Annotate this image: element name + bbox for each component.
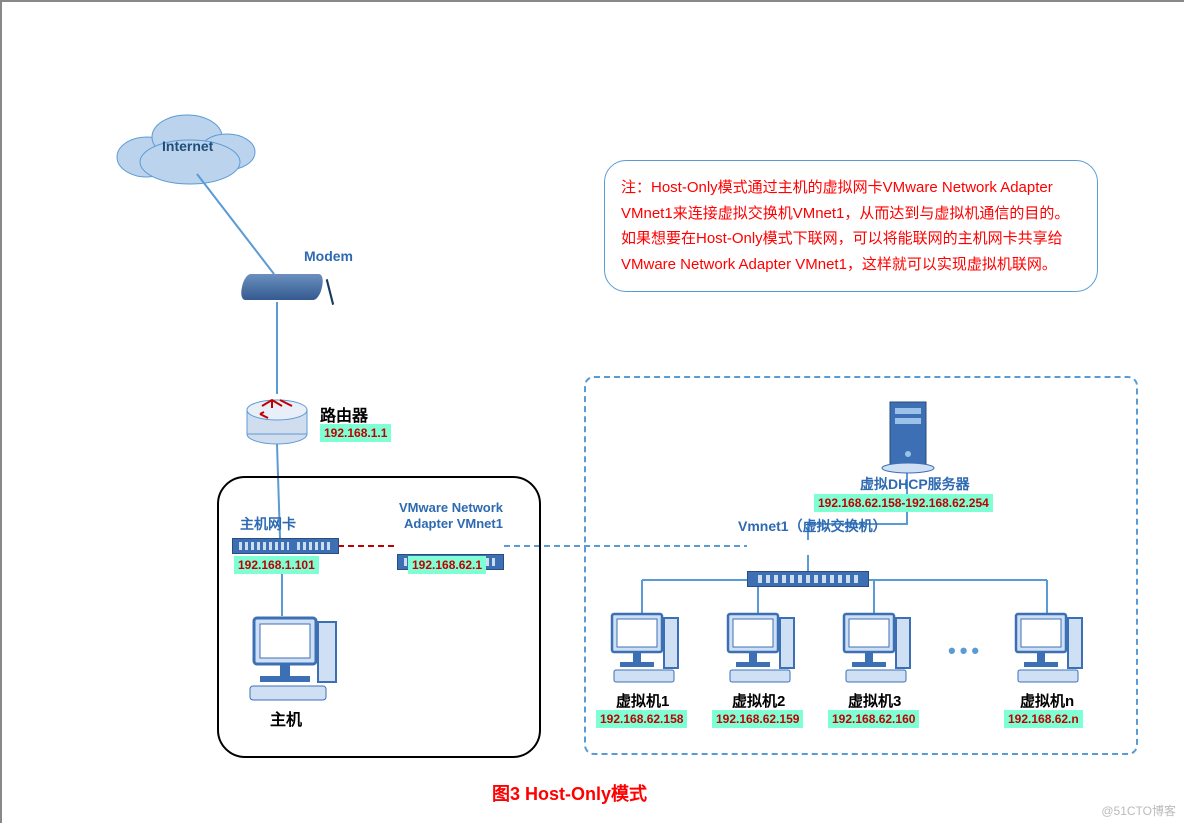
link-cloud-modem [197, 174, 274, 274]
internet-label: Internet [162, 138, 213, 154]
host-nic-label: 主机网卡 [240, 514, 296, 534]
vm1-label: 虚拟机1 [616, 690, 669, 711]
vswitch-icon [747, 571, 869, 587]
modem-icon [242, 274, 322, 300]
dhcp-label: 虚拟DHCP服务器 [860, 474, 970, 494]
router-icon [247, 400, 307, 444]
router-ip: 192.168.1.1 [320, 424, 391, 442]
vmnet-adapter-label1: VMware Network [399, 500, 503, 515]
vmnet-adapter-label2: Adapter VMnet1 [404, 516, 503, 531]
vm-ellipsis: ••• [948, 638, 983, 664]
host-pc-label: 主机 [270, 706, 302, 730]
vmn-label: 虚拟机n [1020, 690, 1074, 711]
diagram-canvas: Internet Modem 路由器 192.168.1.1 主机网卡 192.… [0, 0, 1184, 823]
modem-label: Modem [304, 248, 353, 264]
vm2-label: 虚拟机2 [732, 690, 785, 711]
vm2-ip: 192.168.62.159 [712, 710, 803, 728]
figure-caption: 图3 Host-Only模式 [492, 780, 647, 806]
note-box: 注：Host-Only模式通过主机的虚拟网卡VMware Network Ada… [604, 160, 1098, 292]
watermark: @51CTO博客 [1101, 802, 1176, 819]
vm3-label: 虚拟机3 [848, 690, 901, 711]
dhcp-ip: 192.168.62.158-192.168.62.254 [814, 494, 993, 512]
vm3-ip: 192.168.62.160 [828, 710, 919, 728]
host-nic-icon [232, 538, 339, 554]
vm1-ip: 192.168.62.158 [596, 710, 687, 728]
vmn-ip: 192.168.62.n [1004, 710, 1083, 728]
vswitch-label: Vmnet1（虚拟交换机） [738, 516, 887, 536]
host-nic-ip: 192.168.1.101 [234, 556, 319, 574]
router-label: 路由器 [320, 402, 368, 426]
vmnet-adapter-ip: 192.168.62.1 [408, 556, 486, 574]
